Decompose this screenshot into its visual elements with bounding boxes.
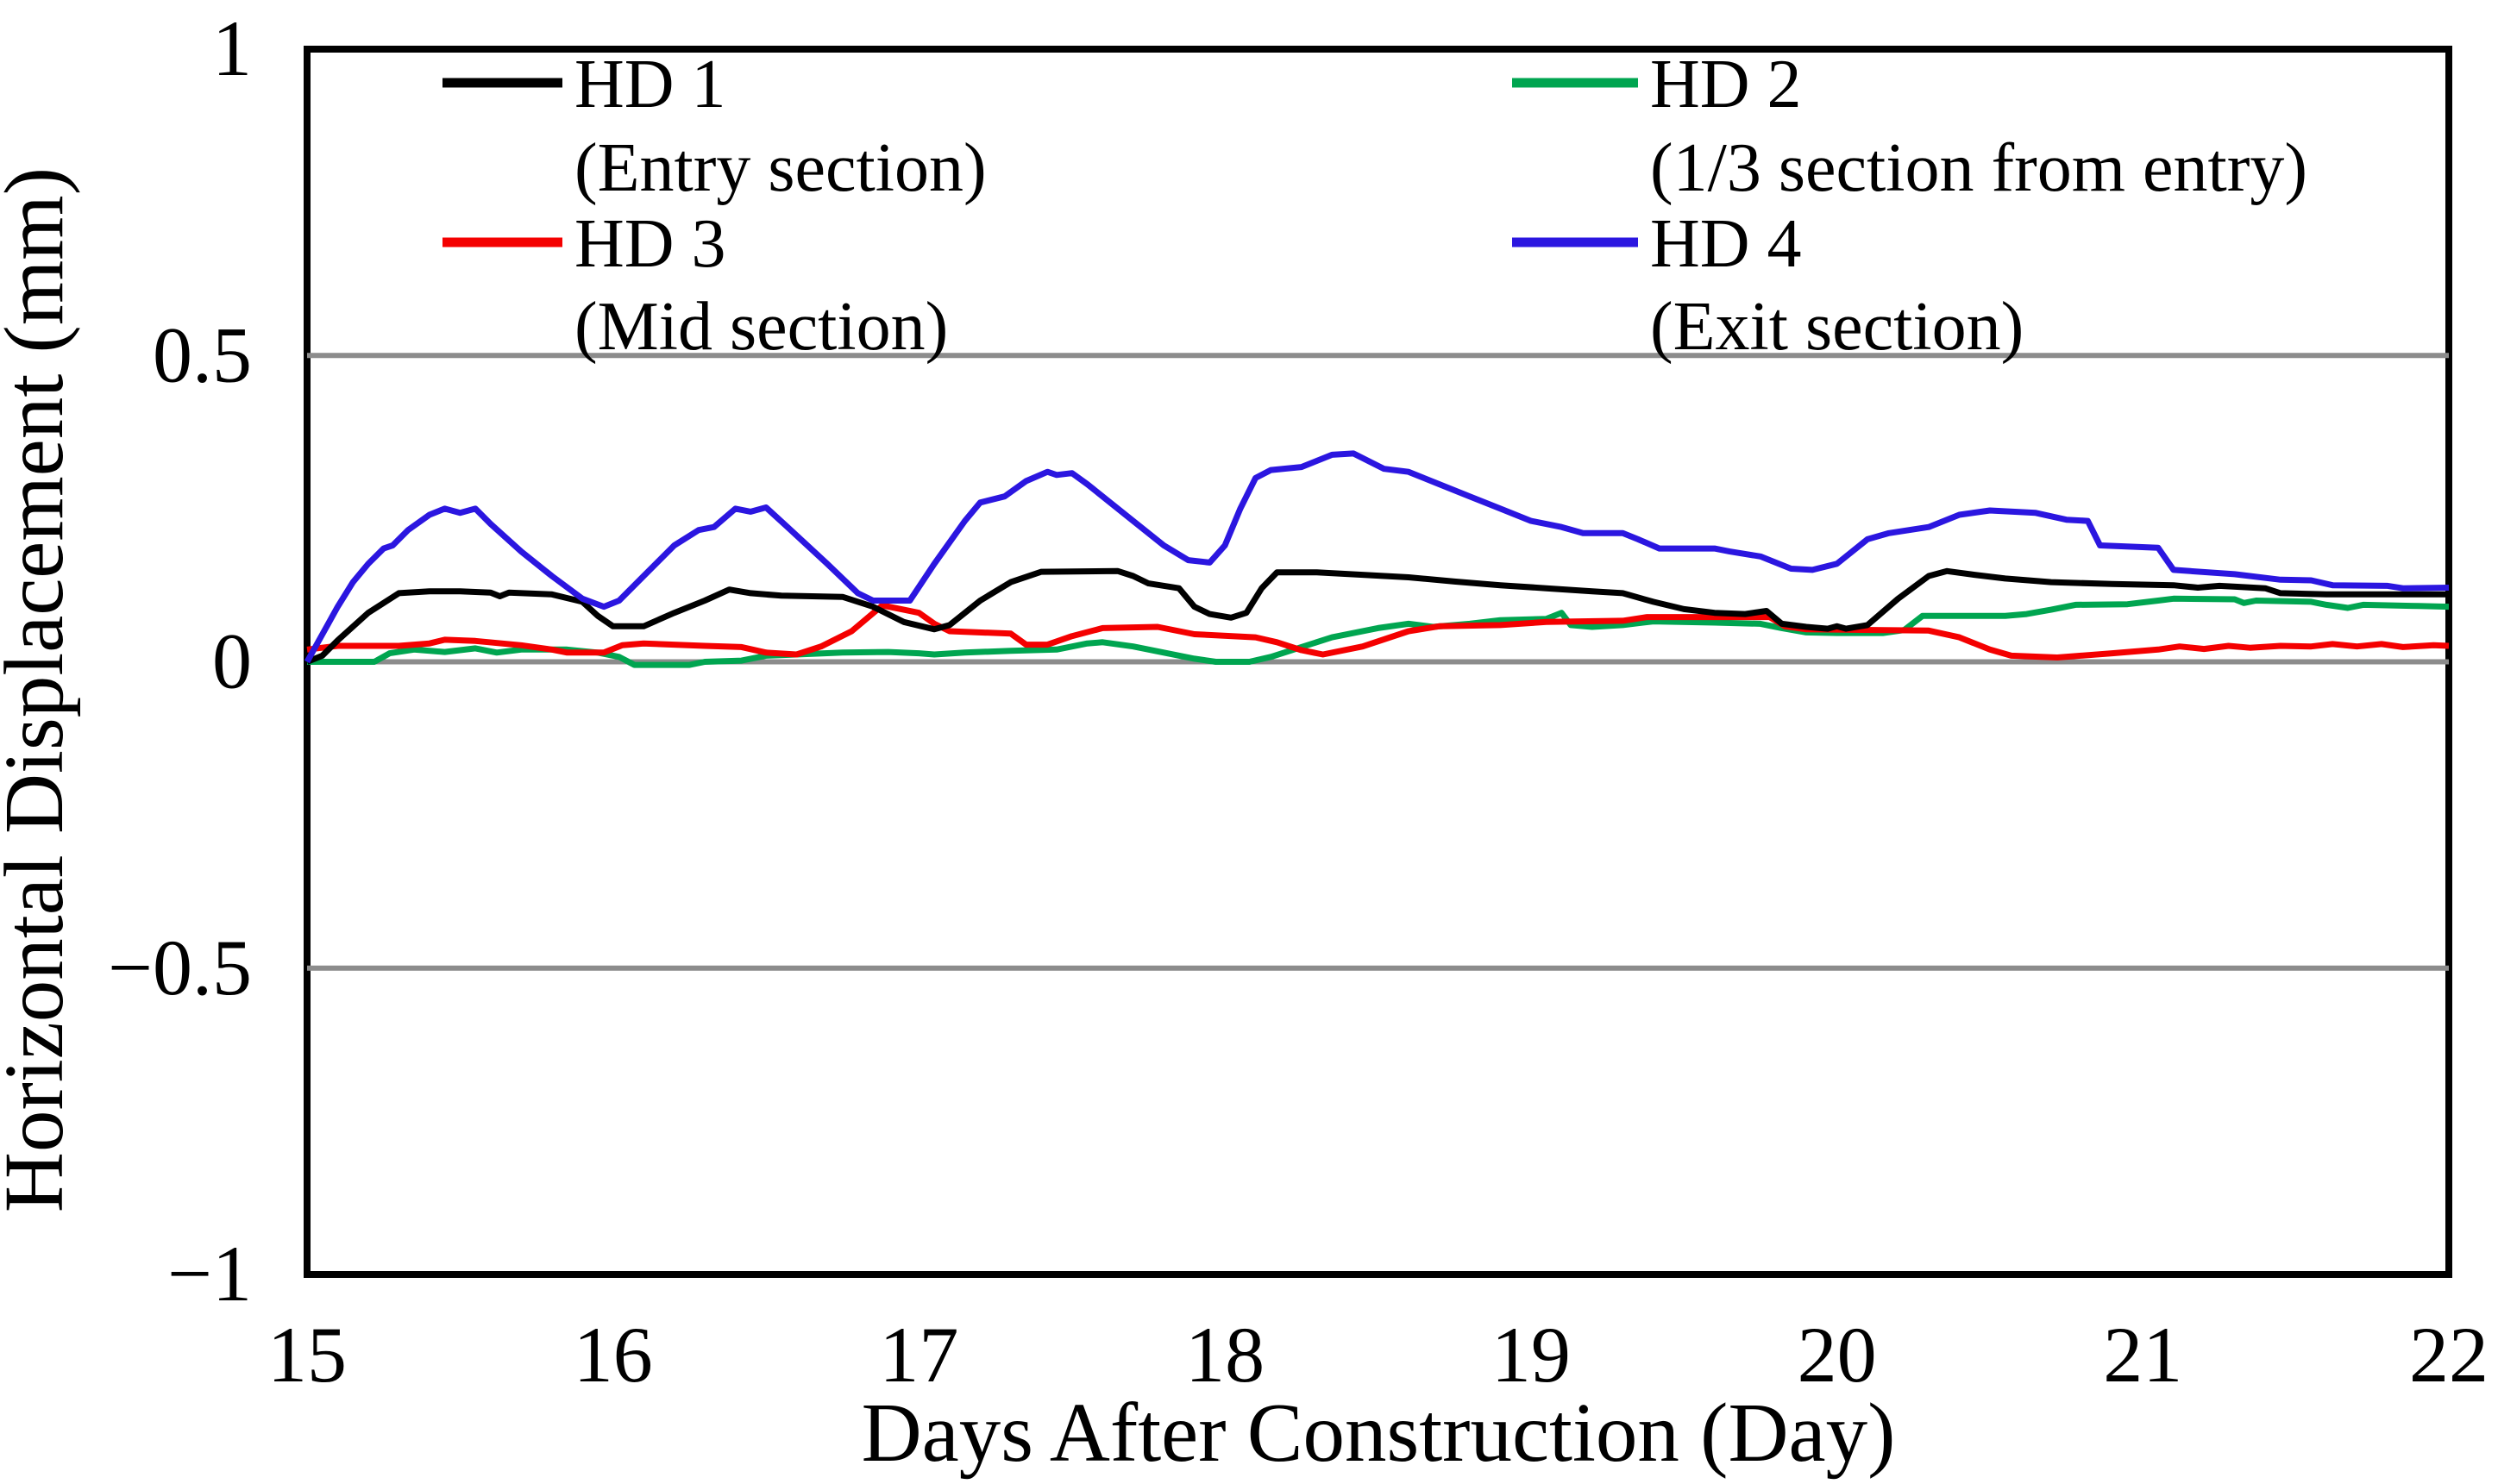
legend-sublabel-hd1: (Entry section) — [574, 130, 987, 206]
legend-sublabel-hd4: (Exit section) — [1650, 289, 2024, 365]
series-line-hd-2 — [307, 595, 2450, 668]
y-tick-label--0.5: −0.5 — [108, 924, 252, 1011]
y-tick-label--1: −1 — [167, 1230, 252, 1318]
x-axis-title: Days After Construction (Day) — [862, 1387, 1896, 1479]
legend-entry-hd2: HD 2 (1/3 section from entry) — [1512, 47, 2307, 206]
series-line-hd-1 — [305, 567, 2449, 665]
y-tick-label-0: 0 — [212, 617, 252, 705]
grid-layer — [307, 353, 2449, 971]
x-tick-label-19: 19 — [1491, 1311, 1571, 1399]
legend: HD 1 (Entry section) HD 3 (Mid section) … — [442, 47, 2307, 365]
series-layer — [304, 450, 2450, 668]
legend-label-hd4: HD 4 — [1650, 206, 1802, 282]
y-tick-labels: 1 0.5 0 −0.5 −1 — [108, 4, 252, 1318]
legend-sublabel-hd2: (1/3 section from entry) — [1650, 130, 2307, 206]
legend-label-hd2: HD 2 — [1650, 47, 1802, 122]
x-tick-labels: 15 16 17 18 19 20 21 22 — [267, 1311, 2489, 1399]
x-tick-label-21: 21 — [2103, 1311, 2182, 1399]
legend-entry-hd4: HD 4 (Exit section) — [1512, 206, 2024, 365]
x-tick-label-17: 17 — [879, 1311, 958, 1399]
legend-label-hd3: HD 3 — [574, 206, 726, 282]
series-line-hd-3 — [306, 602, 2450, 661]
y-tick-label-0.5: 0.5 — [153, 310, 252, 398]
y-axis-title: Horizontal Displacement (mm) — [0, 167, 80, 1212]
series-line-hd-4 — [304, 450, 2450, 664]
legend-entry-hd1: HD 1 (Entry section) — [442, 47, 987, 206]
x-tick-label-15: 15 — [267, 1311, 347, 1399]
x-tick-label-16: 16 — [574, 1311, 653, 1399]
x-tick-label-22: 22 — [2409, 1311, 2489, 1399]
legend-sublabel-hd3: (Mid section) — [574, 289, 948, 365]
legend-entry-hd3: HD 3 (Mid section) — [442, 206, 948, 365]
legend-label-hd1: HD 1 — [574, 47, 726, 122]
y-tick-label-1: 1 — [212, 4, 252, 92]
x-tick-label-20: 20 — [1798, 1311, 1877, 1399]
x-tick-label-18: 18 — [1185, 1311, 1265, 1399]
